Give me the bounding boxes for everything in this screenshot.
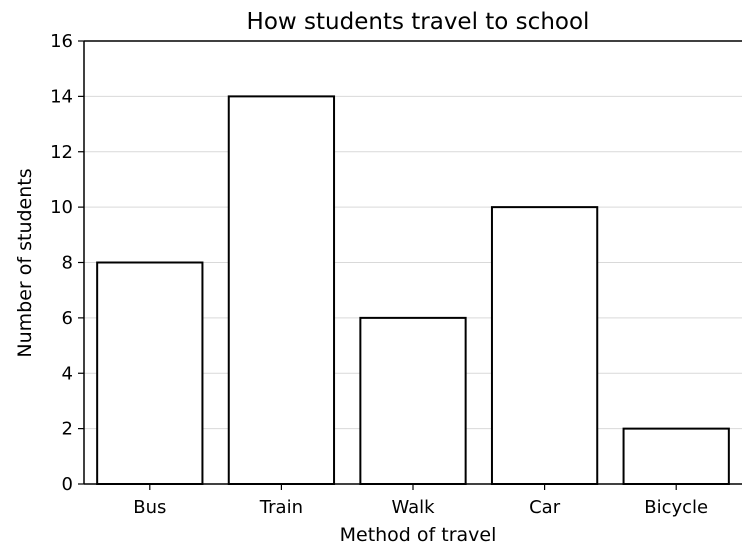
y-tick-label: 8 bbox=[62, 253, 73, 274]
chart-title: How students travel to school bbox=[247, 9, 590, 35]
x-ticks: Bus Train Walk Car Bicycle bbox=[133, 484, 708, 518]
y-ticks: 0 2 4 6 8 10 12 14 16 bbox=[50, 31, 84, 495]
bar-walk bbox=[359, 316, 467, 485]
x-tick-label-bicycle: Bicycle bbox=[644, 497, 708, 518]
bar-bus bbox=[96, 261, 204, 485]
x-tick-label-train: Train bbox=[259, 497, 303, 518]
bars-layer bbox=[96, 95, 730, 485]
bar-bicycle bbox=[622, 427, 730, 485]
y-tick-label: 6 bbox=[62, 308, 73, 329]
y-axis-label: Number of students bbox=[14, 168, 36, 357]
bar-car bbox=[490, 206, 599, 485]
y-tick-label: 2 bbox=[62, 419, 73, 440]
x-tick-label-bus: Bus bbox=[133, 497, 166, 518]
x-tick-label-car: Car bbox=[529, 497, 561, 518]
bar-train bbox=[227, 95, 336, 485]
y-tick-label: 16 bbox=[50, 31, 73, 52]
y-tick-label: 12 bbox=[50, 142, 73, 163]
y-tick-label: 4 bbox=[62, 363, 73, 384]
y-tick-label: 0 bbox=[62, 474, 73, 495]
x-tick-label-walk: Walk bbox=[391, 497, 435, 518]
y-tick-label: 10 bbox=[50, 197, 73, 218]
x-axis-label: Method of travel bbox=[340, 524, 497, 546]
y-tick-label: 14 bbox=[50, 86, 73, 107]
